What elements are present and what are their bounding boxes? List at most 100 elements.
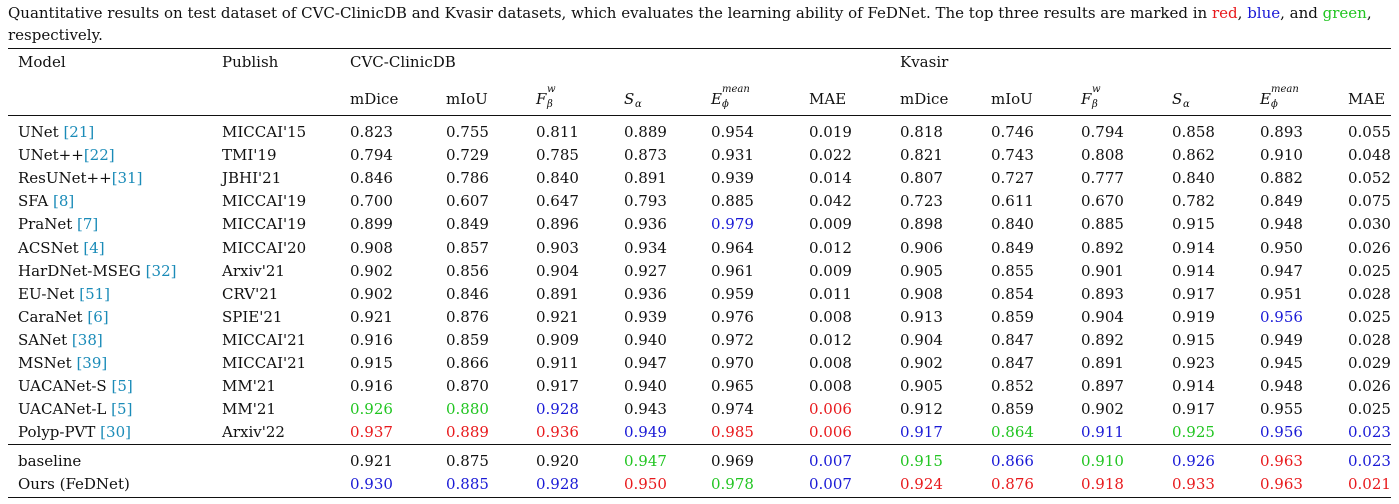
model-name-cell: MSNet [39] (8, 352, 212, 375)
metric-value: 0.856 (446, 261, 489, 280)
metric-value: 0.917 (890, 421, 981, 446)
metric-value: 0.902 (900, 353, 943, 372)
metric-value: 0.849 (446, 215, 489, 234)
metric-value: 0.873 (624, 146, 667, 165)
citation-link[interactable]: [21] (63, 123, 95, 142)
metric-value: 0.029 (1348, 353, 1391, 372)
metric-value: 0.940 (624, 330, 667, 349)
publish-cell: MICCAI'19 (222, 215, 307, 234)
metric-value: 0.026 (1348, 238, 1391, 257)
model-name: UNet (18, 123, 59, 142)
citation-link[interactable]: [6] (87, 307, 109, 326)
header-metric: mDice (340, 83, 436, 116)
metric-value: 0.910 (1260, 146, 1303, 165)
model-name-cell: CaraNet [6] (8, 306, 212, 329)
metric-value: 0.023 (1338, 421, 1391, 446)
citation-link[interactable]: [22] (83, 146, 115, 165)
metric-value: 0.859 (991, 400, 1034, 419)
metric-value: 0.905 (900, 261, 943, 280)
model-name-cell: Polyp-PVT [30] (8, 421, 212, 446)
metric-value: 0.891 (624, 169, 667, 188)
metric-value: 0.969 (711, 452, 754, 471)
metric-value: 0.818 (900, 123, 943, 142)
caption-sep2: , and (1280, 4, 1323, 22)
metric-value: 0.840 (1172, 169, 1215, 188)
metric-value: 0.979 (711, 215, 754, 234)
metric-value: 0.915 (350, 353, 393, 372)
publish-cell: MICCAI'15 (222, 123, 307, 142)
citation-link[interactable]: [32] (145, 261, 177, 280)
metric-value: 0.864 (981, 421, 1071, 446)
citation-link[interactable]: [51] (79, 284, 111, 303)
metric-value: 0.918 (1071, 473, 1162, 498)
metric-value: 0.006 (799, 421, 890, 446)
model-name-cell: SANet [38] (8, 329, 212, 352)
table-row: UNet++[22] TMI'19 0.794 0.729 0.785 0.873 0.93… (8, 144, 1391, 167)
metric-value: 0.963 (1260, 452, 1303, 471)
metric-value: 0.905 (900, 377, 943, 396)
metric-value: 0.902 (350, 284, 393, 303)
metric-value: 0.008 (809, 353, 852, 372)
citation-link[interactable]: [39] (76, 353, 108, 372)
publish-cell: MM'21 (222, 400, 276, 419)
metric-value: 0.898 (900, 215, 943, 234)
metric-value: 0.893 (1081, 284, 1124, 303)
metric-value: 0.785 (536, 146, 579, 165)
citation-link[interactable]: [30] (100, 423, 131, 442)
metric-value: 0.899 (350, 215, 393, 234)
table-row: Ours (FeDNet) 0.930 0.885 0.928 0.950 0.978 0.… (8, 473, 1391, 498)
metric-value: 0.926 (350, 400, 393, 419)
citation-link[interactable]: [5] (111, 377, 133, 396)
publish-cell: MICCAI'21 (222, 353, 307, 372)
publish-cell (212, 473, 340, 498)
citation-link[interactable]: [4] (83, 238, 105, 257)
metric-value: 0.048 (1348, 146, 1391, 165)
metric-value: 0.908 (350, 238, 393, 257)
metric-value: 0.902 (350, 261, 393, 280)
metric-value: 0.985 (701, 421, 799, 446)
metric-value: 0.847 (991, 353, 1034, 372)
metric-value: 0.933 (1162, 473, 1250, 498)
table-row: HarDNet-MSEG [32] Arxiv'21 0.902 0.856 0.904… (8, 260, 1391, 283)
metric-value: 0.052 (1348, 169, 1391, 188)
metric-value: 0.972 (711, 330, 754, 349)
metric-value: 0.007 (799, 473, 890, 498)
metric-value: 0.921 (536, 307, 579, 326)
model-name: ResUNet++ (18, 169, 112, 188)
caption-text: Quantitative results on test dataset of … (8, 4, 1212, 22)
table-row: PraNet [7] MICCAI'19 0.899 0.849 0.896 0.936 0… (8, 213, 1391, 236)
citation-link[interactable]: [5] (111, 400, 133, 419)
metric-value: 0.948 (1260, 377, 1303, 396)
metric-value: 0.924 (890, 473, 981, 498)
citation-link[interactable]: [38] (71, 330, 103, 349)
publish-cell: MICCAI'19 (222, 192, 307, 211)
citation-link[interactable]: [7] (77, 215, 99, 234)
header-metric: MAE (799, 83, 890, 116)
metric-value: 0.025 (1348, 307, 1391, 326)
model-name: EU-Net (18, 284, 75, 303)
caption-red: red (1211, 4, 1238, 22)
metric-value: 0.746 (991, 123, 1034, 142)
metric-value: 0.945 (1260, 353, 1303, 372)
metric-value: 0.917 (536, 377, 579, 396)
metric-value: 0.611 (991, 192, 1034, 211)
metric-value: 0.876 (981, 473, 1071, 498)
table-caption: Quantitative results on test dataset of … (8, 2, 1393, 46)
metric-value: 0.943 (624, 400, 667, 419)
metric-value: 0.914 (1172, 377, 1215, 396)
metric-value: 0.007 (809, 452, 852, 471)
metric-value: 0.928 (526, 473, 614, 498)
metric-value: 0.919 (1172, 307, 1215, 326)
citation-link[interactable]: [31] (111, 169, 143, 188)
metric-value: 0.911 (1071, 421, 1162, 446)
metric-value: 0.786 (446, 169, 489, 188)
citation-link[interactable]: [8] (53, 192, 75, 211)
metric-value: 0.896 (536, 215, 579, 234)
metric-value: 0.647 (536, 192, 579, 211)
model-name: baseline (18, 452, 82, 471)
publish-cell: SPIE'21 (222, 307, 283, 326)
metric-value: 0.859 (446, 330, 489, 349)
metric-value: 0.917 (1172, 284, 1215, 303)
metric-value: 0.876 (446, 307, 489, 326)
